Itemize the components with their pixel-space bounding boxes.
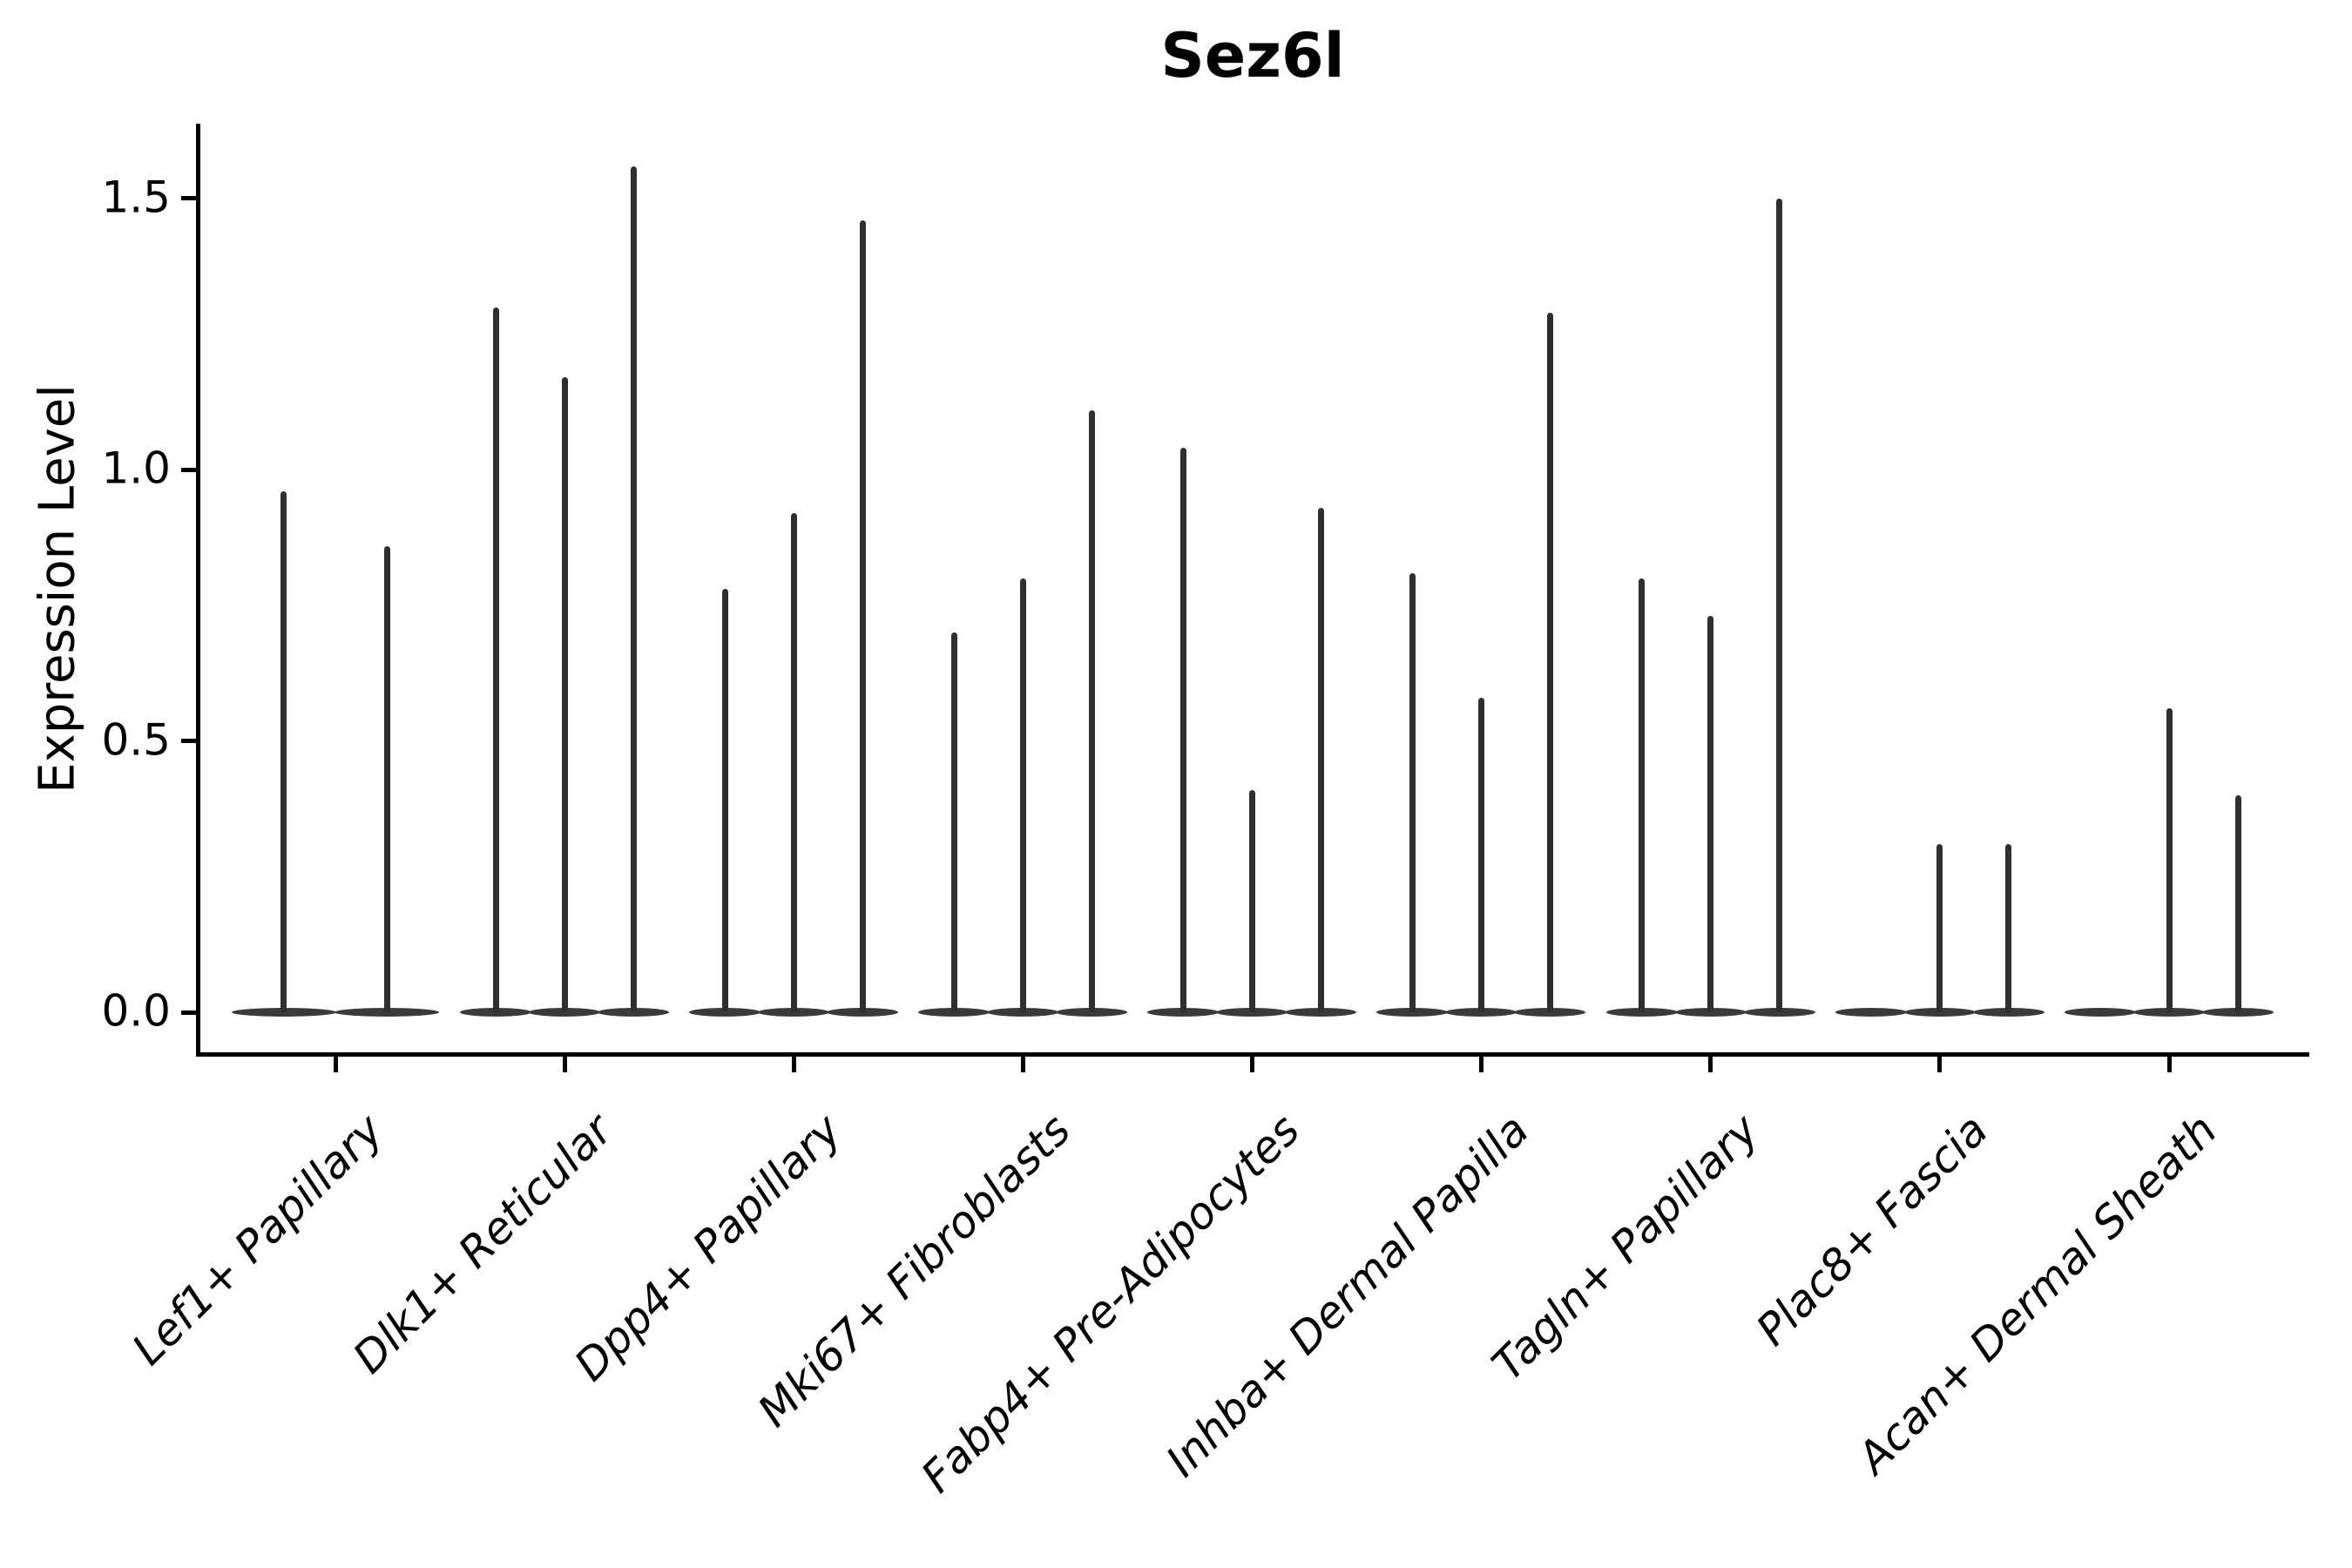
violin-base <box>1605 1008 1678 1017</box>
x-tick-mark <box>1937 1056 1942 1072</box>
x-tick-mark <box>2166 1056 2172 1072</box>
violin-base <box>1445 1008 1517 1017</box>
violin-spike <box>1707 616 1713 1012</box>
violin-base <box>1835 1008 1907 1017</box>
y-tick-mark <box>181 1010 198 1015</box>
violin-spike <box>383 545 390 1012</box>
x-tick-mark <box>791 1056 796 1072</box>
violin-spike <box>1936 843 1943 1012</box>
violin-base <box>2133 1008 2205 1017</box>
violin-base <box>231 1008 336 1017</box>
violin-base <box>918 1008 990 1017</box>
violin-base <box>1285 1008 1356 1017</box>
violin-spike <box>790 513 797 1012</box>
violin-base <box>460 1008 531 1017</box>
y-tick-label: 1.0 <box>101 443 171 494</box>
violin-spike <box>2234 794 2241 1012</box>
x-tick-label: Plac8+ Fascia <box>1746 1105 1997 1355</box>
violin-spike <box>561 377 568 1012</box>
violin-base <box>529 1008 600 1017</box>
x-tick-mark <box>1708 1056 1713 1072</box>
violin-base <box>1056 1008 1127 1017</box>
y-tick-mark <box>181 196 198 201</box>
violin-spike <box>1248 789 1255 1012</box>
violin-base <box>1903 1008 1976 1017</box>
violin-base <box>1972 1008 2044 1017</box>
violin-spike <box>1088 409 1095 1012</box>
y-tick-mark <box>181 467 198 472</box>
violin-base <box>2065 1008 2136 1017</box>
violin-base <box>1514 1008 1585 1017</box>
violin-base <box>689 1008 760 1017</box>
violin-base <box>1147 1008 1219 1017</box>
violin-spike <box>1179 448 1186 1012</box>
violin-base <box>1743 1008 1815 1017</box>
y-tick-label: 0.0 <box>101 985 171 1037</box>
violin-base <box>758 1008 829 1017</box>
violin-base <box>1216 1008 1288 1017</box>
violin-base <box>598 1008 669 1017</box>
x-tick-mark <box>1020 1056 1025 1072</box>
violin-base <box>1376 1008 1448 1017</box>
y-tick-label: 1.5 <box>101 172 171 223</box>
y-tick-mark <box>181 739 198 744</box>
violin-base <box>335 1008 440 1017</box>
violin-spike <box>2005 843 2011 1012</box>
violin-base <box>827 1008 898 1017</box>
violin-base <box>2202 1008 2274 1017</box>
violin-spike <box>1477 697 1484 1012</box>
violin-spike <box>1317 507 1324 1012</box>
violin-base <box>1674 1008 1747 1017</box>
x-tick-label: Fabp4+ Pre-Adipocytes <box>911 1105 1310 1503</box>
violin-spike <box>1546 312 1553 1012</box>
violin-spike <box>280 491 287 1012</box>
violin-spike <box>1639 578 1645 1012</box>
violin-spike <box>1776 198 1782 1012</box>
violin-spike <box>1409 572 1416 1012</box>
chart-title: Sez6l <box>1160 20 1345 91</box>
violin-spike <box>2166 708 2173 1012</box>
y-axis-spine <box>196 124 200 1057</box>
x-axis-spine <box>196 1052 2309 1057</box>
violin-spike <box>859 220 866 1012</box>
violin-spike <box>630 166 637 1012</box>
violin-base <box>987 1008 1058 1017</box>
violin-spike <box>721 589 728 1012</box>
x-tick-label: Lef1+ Papillary <box>122 1105 394 1375</box>
x-tick-mark <box>1478 1056 1484 1072</box>
x-tick-mark <box>562 1056 567 1072</box>
violin-spike <box>492 307 499 1012</box>
y-tick-label: 0.5 <box>101 713 171 765</box>
x-tick-mark <box>1249 1056 1254 1072</box>
violin-spike <box>950 632 957 1012</box>
violin-spike <box>1019 578 1026 1012</box>
x-tick-mark <box>333 1056 338 1072</box>
x-tick-label: Inhba+ Dermal Papilla <box>1156 1105 1539 1487</box>
